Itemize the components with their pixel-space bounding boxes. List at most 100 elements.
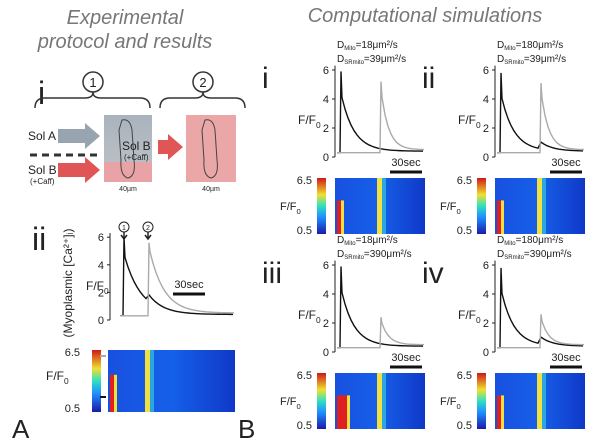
y-tick-label: 0 [483,347,489,359]
arrow [158,134,183,160]
f-label: F/F0 [86,279,109,296]
heatmap-front [501,395,504,429]
diffusion-sub: SRmito [504,255,524,261]
heatmap-front [150,350,154,412]
heatmap-front [377,373,382,429]
heatmap-front [497,200,501,234]
diffusion-symbol: D [337,249,344,260]
time-scale-label: 30sec [391,352,421,364]
diffusion-symbol: D [497,235,504,246]
y-tick-label: 6 [323,65,329,77]
trace-gray [337,317,425,349]
y-tick-label: 0 [483,152,489,164]
trace-black [120,237,234,317]
marker-number: 1 [122,225,126,232]
colorbar [477,178,486,234]
colorbar [317,178,326,234]
f-label-main: F/F [298,308,316,322]
diffusion-symbol: D [337,235,344,246]
diffusion-sub: SRmito [344,60,364,66]
panel-label: ii [32,221,46,257]
colorbar-label: 6.5 [297,370,312,382]
y-tick-label: 0 [323,152,329,164]
scale-label: 40µm [202,186,220,193]
f-label: F/F0 [458,113,481,130]
f-label-main: F/F [46,369,64,383]
heatmap-front [382,178,386,234]
f-label-sub: 0 [476,315,481,325]
y-tick-label: 4 [323,94,329,106]
heatmap [108,350,235,412]
y-tick-label: 6 [483,65,489,77]
diffusion-sub: SRmito [344,255,364,261]
f-label-sub: 0 [297,402,301,411]
f-label: F/F0 [298,308,321,325]
colorbar-label: 6.5 [297,175,312,187]
diffusion-value: =39μm²/s [524,54,566,65]
time-scale-label: 30sec [174,279,204,291]
diffusion-label: DMito=18μm²/s [337,40,398,52]
f-label-sub: 0 [64,376,69,386]
diffusion-value: =39μm²/s [364,54,406,65]
heatmap-front [501,200,504,234]
f-label-sub: 0 [457,207,461,216]
colorbar-label: 0.5 [457,225,472,237]
f-label-main: F/F [458,113,476,127]
trace-black [337,266,424,349]
diffusion-symbol: D [337,54,344,65]
marker-arrow [144,232,152,241]
heatmap-front [347,395,350,429]
scale-label: 40µm [119,186,137,193]
f-label-sub: 0 [316,120,321,130]
f-label: F/F0 [46,369,69,386]
diffusion-symbol: D [497,249,504,260]
sol-label: Sol B [122,139,151,153]
trace-gray [120,242,235,317]
trace-gray [337,81,425,154]
diffusion-label: DMito=180μm²/s [497,40,563,52]
left-title: protocol and results [37,31,213,53]
heatmap-front [537,178,542,234]
heatmap-front [377,178,382,234]
colorbar-label: 6.5 [457,175,472,187]
y-tick-label: 6 [98,232,104,244]
diffusion-label: DMito=18μm²/s [337,235,398,247]
y-tick-label: 0 [98,315,104,327]
cell-outline [118,119,135,179]
diffusion-label: DSRmito=39μm²/s [497,54,566,66]
diffusion-value: =180μm²/s [516,235,564,246]
step-number: 2 [199,75,206,90]
f-label-sub: 0 [476,120,481,130]
sol-note: (+Caff) [124,153,149,162]
y-tick-label: 0 [323,347,329,359]
f-label: F/F0 [458,308,481,325]
diffusion-sub: Mito [504,46,516,52]
diffusion-value: =390μm²/s [524,249,572,260]
f-label-main: F/F [298,113,316,127]
colorbar [317,373,326,429]
cell-image [104,115,152,182]
arrow [58,157,100,183]
y-tick-label: 2 [323,318,329,330]
colorbar-label: 0.5 [65,403,80,415]
panel-label: iv [422,257,444,290]
diffusion-symbol: D [497,54,504,65]
sol-label: Sol B [28,163,57,177]
diffusion-sub: Mito [344,241,356,247]
y-axis-label: (Myoplasmic [Ca²⁺]ᵢ) [61,229,75,338]
heatmap-front [341,200,344,234]
colorbar [92,350,101,412]
colorbar-label: 6.5 [457,370,472,382]
heatmap-front [542,178,546,234]
colorbar-label: 0.5 [297,420,312,432]
time-scale-label: 30sec [551,352,581,364]
f-label-sub: 0 [316,315,321,325]
f-label-main: F/F [86,279,104,293]
y-tick-label: 2 [483,123,489,135]
colorbar-label: 0.5 [457,420,472,432]
time-scale-label: 30sec [551,157,581,169]
y-tick-label: 6 [483,260,489,272]
sol-note: (+Caff) [30,177,55,186]
diffusion-label: DSRmito=390μm²/s [497,249,572,261]
